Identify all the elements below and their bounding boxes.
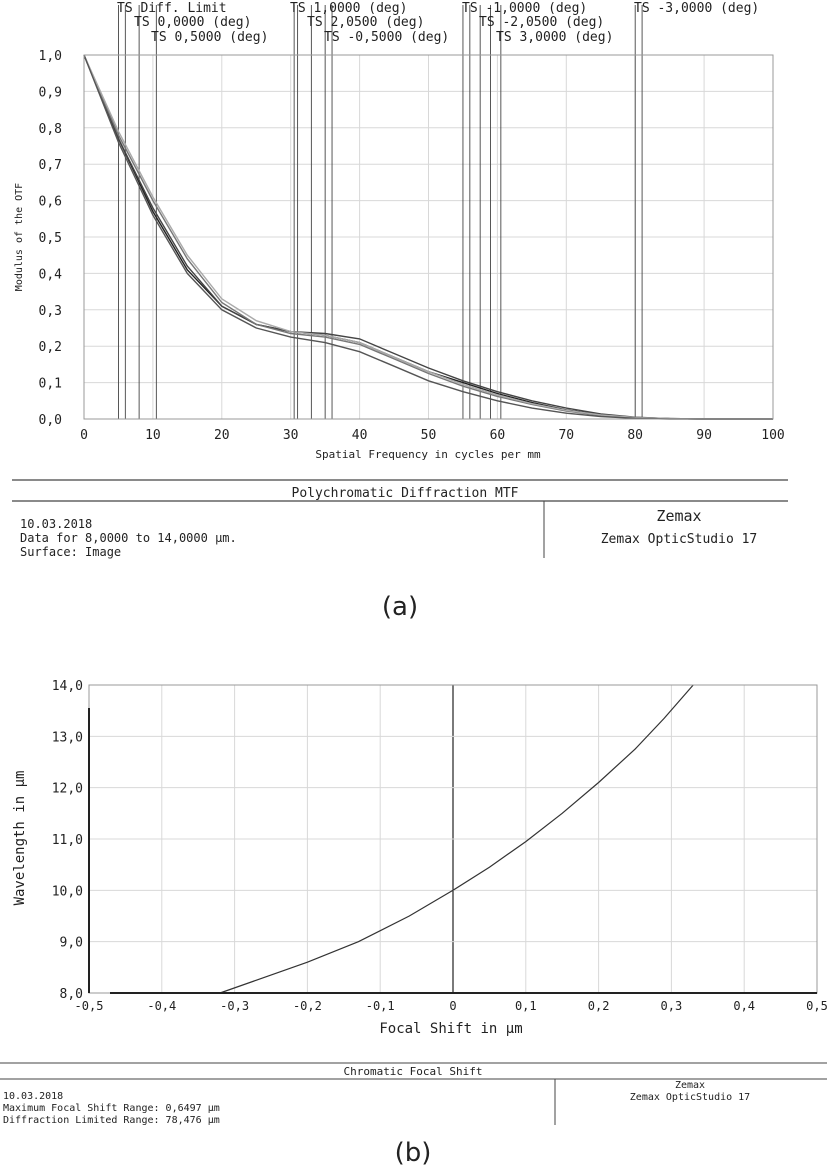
focal-x-tick: 0,3 xyxy=(661,999,683,1013)
mtf-y-tick: 0,6 xyxy=(39,195,62,210)
mtf-x-axis-label: Spatial Frequency in cycles per mm xyxy=(315,448,541,461)
focal-footer-brand: Zemax xyxy=(675,1080,705,1091)
mtf-y-tick: 0,8 xyxy=(39,122,62,137)
mtf-legend-label: TS 2,0500 (deg) xyxy=(307,15,424,30)
mtf-y-tick: 0,9 xyxy=(39,85,62,100)
focal-y-tick-labels: 8,0 9,0 10,0 11,0 12,0 13,0 14,0 xyxy=(52,679,83,1002)
mtf-y-axis-label: Modulus of the OTF xyxy=(14,183,25,291)
mtf-y-tick: 0,5 xyxy=(39,231,62,246)
mtf-footer-date: 10.03.2018 xyxy=(20,517,92,531)
mtf-x-tick: 30 xyxy=(283,428,299,443)
focal-grid xyxy=(88,684,818,994)
focal-x-tick: -0,5 xyxy=(75,999,104,1013)
mtf-marker-lines xyxy=(117,5,643,419)
mtf-y-tick: 1,0 xyxy=(39,49,62,64)
focal-x-tick: 0,1 xyxy=(515,999,537,1013)
mtf-x-tick: 0 xyxy=(80,428,88,443)
focal-x-tick: 0,5 xyxy=(806,999,827,1013)
focal-footer-title: Chromatic Focal Shift xyxy=(343,1065,482,1078)
mtf-x-tick: 60 xyxy=(490,428,506,443)
focal-y-tick: 14,0 xyxy=(52,679,83,694)
focal-y-tick: 11,0 xyxy=(52,833,83,848)
focal-footer: Chromatic Focal Shift 10.03.2018 Maximum… xyxy=(0,1062,827,1126)
focal-x-tick: -0,3 xyxy=(220,999,249,1013)
focal-y-tick: 9,0 xyxy=(60,936,83,951)
focal-x-tick: 0 xyxy=(449,999,456,1013)
mtf-y-tick: 0,7 xyxy=(39,158,62,173)
mtf-series-line xyxy=(83,54,773,420)
mtf-y-tick: 0,2 xyxy=(39,340,62,355)
focal-footer-date: 10.03.2018 xyxy=(3,1091,63,1102)
focal-y-tick: 8,0 xyxy=(60,987,83,1002)
focal-shift-curve xyxy=(219,684,694,994)
mtf-footer: Polychromatic Diffraction MTF 10.03.2018… xyxy=(12,479,788,559)
mtf-x-tick-labels: 0 10 20 30 40 50 60 70 80 90 100 xyxy=(80,428,785,443)
mtf-chart: 0,0 0,1 0,2 0,3 0,4 0,5 0,6 0,7 0,8 0,9 1,0 0 10 20 3… xyxy=(14,1,785,461)
focal-y-axis-label: Wavelength in µm xyxy=(12,771,28,906)
mtf-footer-data-range: Data for 8,0000 to 14,0000 µm. xyxy=(20,531,237,545)
caption-b: (b) xyxy=(395,1138,432,1167)
focal-x-tick: 0,4 xyxy=(733,999,755,1013)
focal-x-tick-labels: -0,5 -0,4 -0,3 -0,2 -0,1 0 0,1 0,2 0,3 0,4 0,5 xyxy=(75,999,827,1013)
mtf-y-tick: 0,0 xyxy=(39,413,62,428)
mtf-x-tick: 90 xyxy=(696,428,712,443)
mtf-legend-label: TS -2,0500 (deg) xyxy=(479,15,604,30)
focal-footer-diff-range: Diffraction Limited Range: 78,476 µm xyxy=(3,1115,220,1126)
mtf-x-tick: 40 xyxy=(352,428,368,443)
mtf-series xyxy=(83,54,773,420)
focal-x-tick: -0,1 xyxy=(366,999,395,1013)
focal-shift-chart: 8,09,010,011,012,013,014,0 -0,5 -0,4 -0,3-… xyxy=(12,679,827,1037)
mtf-x-tick: 70 xyxy=(558,428,574,443)
caption-a: (a) xyxy=(382,592,418,622)
mtf-y-tick-labels: 0,0 0,1 0,2 0,3 0,4 0,5 0,6 0,7 0,8 0,9 1,0 xyxy=(39,49,63,428)
mtf-legend-label: TS 1,0000 (deg) xyxy=(290,1,407,16)
mtf-x-tick: 10 xyxy=(145,428,161,443)
mtf-footer-title: Polychromatic Diffraction MTF xyxy=(292,486,519,501)
focal-footer-product: Zemax OpticStudio 17 xyxy=(630,1092,750,1103)
mtf-grid xyxy=(83,54,774,420)
mtf-x-tick: 80 xyxy=(627,428,643,443)
mtf-legend-label: TS -1,0000 (deg) xyxy=(462,1,587,16)
mtf-x-tick: 20 xyxy=(214,428,230,443)
mtf-legend-label: TS -0,5000 (deg) xyxy=(324,30,449,45)
mtf-footer-brand: Zemax xyxy=(656,507,701,525)
focal-footer-max-range: Maximum Focal Shift Range: 0,6497 µm xyxy=(3,1103,220,1114)
focal-x-axis-label: Focal Shift in µm xyxy=(379,1021,522,1037)
mtf-legend-label: TS -3,0000 (deg) xyxy=(634,1,759,16)
mtf-x-tick: 50 xyxy=(421,428,437,443)
mtf-legend-label: TS 0,5000 (deg) xyxy=(151,30,268,45)
mtf-footer-product: Zemax OpticStudio 17 xyxy=(601,532,758,547)
focal-series xyxy=(219,684,694,994)
mtf-y-tick: 0,4 xyxy=(39,267,63,282)
mtf-y-tick: 0,1 xyxy=(39,377,62,392)
focal-y-tick: 12,0 xyxy=(52,782,83,797)
focal-y-tick: 10,0 xyxy=(52,884,83,899)
mtf-plot-frame xyxy=(83,54,774,420)
mtf-legend-label: TS 0,0000 (deg) xyxy=(134,15,251,30)
focal-x-tick: -0,2 xyxy=(293,999,322,1013)
mtf-legend-label: TS 3,0000 (deg) xyxy=(496,30,613,45)
focal-x-tick: -0,4 xyxy=(147,999,176,1013)
focal-x-tick: 0,2 xyxy=(588,999,610,1013)
mtf-footer-surface: Surface: Image xyxy=(20,545,121,559)
mtf-legend-label: TS Diff. Limit xyxy=(117,1,227,16)
mtf-y-tick: 0,3 xyxy=(39,304,62,319)
focal-y-tick: 13,0 xyxy=(52,730,83,745)
mtf-x-tick: 100 xyxy=(761,428,784,443)
mtf-series-line xyxy=(83,54,773,420)
